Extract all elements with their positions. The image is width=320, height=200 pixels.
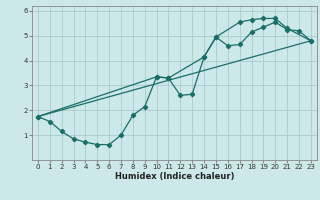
X-axis label: Humidex (Indice chaleur): Humidex (Indice chaleur) — [115, 172, 234, 181]
